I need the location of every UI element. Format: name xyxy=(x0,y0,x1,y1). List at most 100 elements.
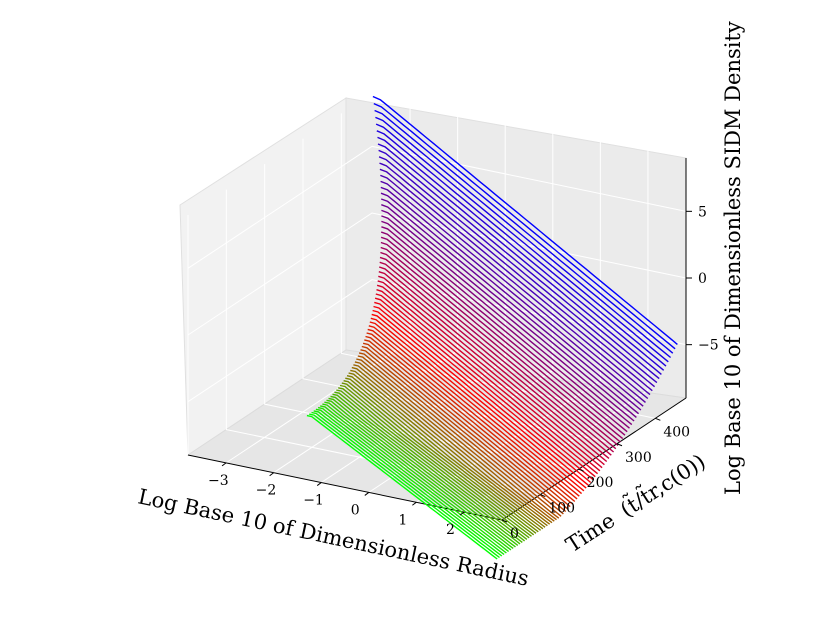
series-line xyxy=(377,136,665,371)
ticks-group: −3 −2 −1 0 1 2 0 100 200 300 400 −5 0 5 xyxy=(208,204,719,542)
x-tick-label: 2 xyxy=(446,522,455,538)
series-line xyxy=(379,168,653,392)
series-line xyxy=(380,192,644,407)
series-line xyxy=(375,116,672,359)
series-line xyxy=(334,391,528,540)
series-line xyxy=(380,174,651,396)
series-line xyxy=(379,256,617,450)
series-line xyxy=(381,204,640,415)
x-tick-mark xyxy=(412,501,417,506)
series-line xyxy=(378,271,610,459)
x-tick-mark xyxy=(269,472,274,477)
series-line xyxy=(375,123,669,363)
grid-t-4 xyxy=(340,113,656,419)
series-line xyxy=(379,261,615,453)
series-line xyxy=(374,301,594,481)
series-line xyxy=(371,313,587,489)
series-line xyxy=(380,251,619,446)
series-line xyxy=(376,130,667,367)
series-line xyxy=(374,297,596,478)
series-line xyxy=(328,397,521,545)
series-line xyxy=(374,109,674,354)
series-line xyxy=(315,408,507,554)
series-line xyxy=(377,143,662,375)
grid-z-2 xyxy=(187,145,687,269)
series-line xyxy=(343,380,539,533)
series-line xyxy=(360,349,564,515)
series-line xyxy=(339,384,535,536)
series-line xyxy=(378,149,660,380)
x-tick-mark xyxy=(459,511,465,516)
series-line xyxy=(378,156,658,384)
series-line xyxy=(317,406,510,553)
series-line xyxy=(380,186,646,403)
series-line xyxy=(309,413,500,559)
z-tick-label: −5 xyxy=(698,338,719,354)
y-tick-label: 0 xyxy=(510,526,519,542)
series-line xyxy=(350,369,548,527)
y-tick-label: 200 xyxy=(587,475,614,491)
series-line xyxy=(313,410,505,556)
y-tick-mark xyxy=(540,494,546,498)
series-line xyxy=(377,280,605,466)
series-line xyxy=(361,345,567,513)
y-tick-label: 400 xyxy=(663,424,690,440)
series-line xyxy=(348,372,546,528)
grid-x-5 xyxy=(463,150,649,513)
y-tick-mark xyxy=(501,519,508,523)
series-line xyxy=(372,309,589,486)
series-line xyxy=(362,342,569,510)
series-line xyxy=(338,387,532,537)
series-line xyxy=(373,102,676,350)
series-group xyxy=(306,95,678,560)
series-line xyxy=(372,95,678,345)
y-tick-label: 100 xyxy=(548,501,575,517)
series-line xyxy=(378,275,608,463)
series-line xyxy=(381,220,633,426)
x-tick-label: −3 xyxy=(208,473,229,489)
series-line xyxy=(306,414,498,560)
series-line xyxy=(326,399,519,546)
series-line xyxy=(324,401,516,548)
series-line xyxy=(336,389,530,539)
series-line xyxy=(380,180,649,400)
x-tick-label: −2 xyxy=(256,483,277,499)
series-line xyxy=(380,246,621,443)
series-line xyxy=(376,289,601,472)
series-line xyxy=(366,332,576,503)
series-line xyxy=(380,241,624,440)
series-line xyxy=(364,339,571,508)
x-tick-mark xyxy=(316,482,322,486)
z-axis-label: Log Base 10 of Dimensionless SIDM Densit… xyxy=(721,21,745,495)
series-line xyxy=(376,284,603,469)
series-line xyxy=(369,321,583,495)
series-line xyxy=(341,382,537,534)
y-tick-mark xyxy=(655,417,661,421)
series-line xyxy=(353,364,553,524)
x-tick-mark xyxy=(221,462,227,467)
y-tick-mark xyxy=(616,443,623,447)
x-tick-label: 0 xyxy=(351,502,360,518)
series-line xyxy=(381,209,637,418)
series-line xyxy=(311,411,503,557)
series-line xyxy=(357,355,560,519)
series-line xyxy=(322,403,514,549)
series-line xyxy=(354,361,555,522)
series-line xyxy=(378,266,612,456)
series-line xyxy=(381,215,635,422)
series-line xyxy=(345,377,542,531)
series-line xyxy=(330,395,523,543)
series-line xyxy=(375,293,599,475)
series-line xyxy=(368,325,580,497)
z-tick-label: 5 xyxy=(698,204,707,220)
series-line xyxy=(370,317,585,492)
grid-x-4 xyxy=(416,140,601,503)
series-line xyxy=(332,393,526,542)
grid-x-0 xyxy=(225,100,411,464)
series-line xyxy=(380,231,628,433)
series-line xyxy=(365,335,573,505)
series-line xyxy=(358,352,562,517)
x-tick-label: 1 xyxy=(398,512,407,528)
x-tick-label: −1 xyxy=(303,493,324,509)
